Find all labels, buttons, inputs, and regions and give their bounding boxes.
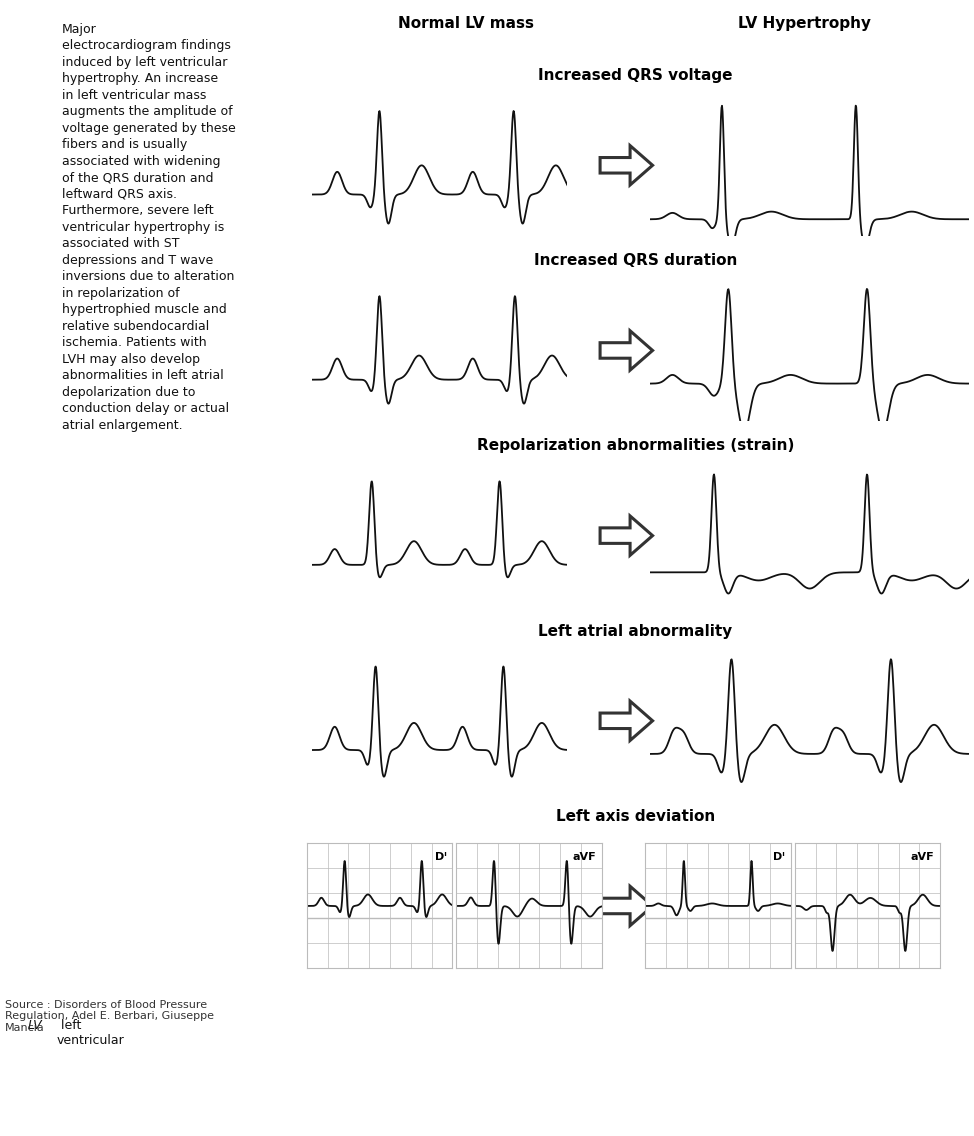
Polygon shape bbox=[600, 331, 653, 370]
Text: Normal LV mass: Normal LV mass bbox=[398, 16, 535, 32]
Polygon shape bbox=[600, 701, 653, 741]
Polygon shape bbox=[600, 886, 653, 926]
Polygon shape bbox=[600, 145, 653, 185]
Text: LV: LV bbox=[28, 1019, 43, 1033]
Text: left
ventricular: left ventricular bbox=[56, 1019, 125, 1047]
Polygon shape bbox=[600, 516, 653, 556]
Text: LV Hypertrophy: LV Hypertrophy bbox=[738, 16, 872, 32]
Text: Increased QRS voltage: Increased QRS voltage bbox=[539, 68, 732, 83]
Text: Dᴵ: Dᴵ bbox=[434, 852, 446, 862]
Text: Repolarization abnormalities (strain): Repolarization abnormalities (strain) bbox=[477, 438, 794, 453]
Text: aVF: aVF bbox=[573, 852, 596, 862]
Text: Left atrial abnormality: Left atrial abnormality bbox=[539, 624, 732, 638]
Text: Major
electrocardiogram findings
induced by left ventricular
hypertrophy. An inc: Major electrocardiogram findings induced… bbox=[61, 23, 236, 432]
Text: Dᴵ: Dᴵ bbox=[773, 852, 785, 862]
Text: Left axis deviation: Left axis deviation bbox=[556, 809, 715, 824]
Text: Source : Disorders of Blood Pressure
Regulation, Adel E. Berbari, Giuseppe
Manci: Source : Disorders of Blood Pressure Reg… bbox=[5, 1000, 214, 1033]
Text: Increased QRS duration: Increased QRS duration bbox=[534, 253, 737, 268]
Text: aVF: aVF bbox=[911, 852, 934, 862]
